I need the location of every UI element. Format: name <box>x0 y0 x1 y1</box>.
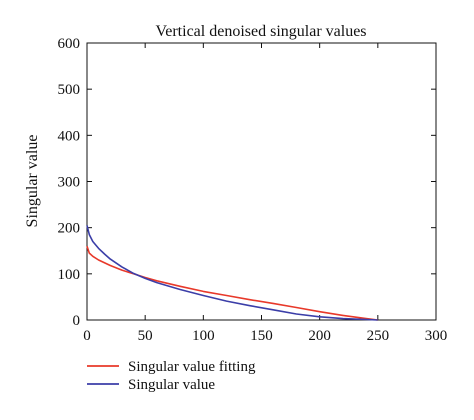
legend: Singular value fitting Singular value <box>87 359 256 393</box>
series-lines <box>86 225 378 321</box>
legend-label: Singular value fitting <box>128 359 256 375</box>
plot-area <box>86 42 437 321</box>
y-tick-label: 400 <box>58 128 81 144</box>
x-axis: 0 50 100 150 200 250 300 <box>83 43 447 344</box>
y-axis-label: Singular value <box>24 135 41 228</box>
y-tick-label: 500 <box>58 82 81 98</box>
x-tick-label: 150 <box>250 328 273 344</box>
y-axis: 0 100 200 300 400 500 600 <box>58 36 436 329</box>
x-tick-label: 200 <box>308 328 331 344</box>
legend-label: Singular value <box>128 377 215 393</box>
x-tick-label: 0 <box>83 328 91 344</box>
x-tick-label: 250 <box>367 328 390 344</box>
series-line-1 <box>86 225 378 321</box>
series-line-0 <box>86 245 378 321</box>
y-tick-label: 0 <box>73 313 81 329</box>
x-tick-label: 100 <box>192 328 215 344</box>
x-tick-label: 50 <box>138 328 153 344</box>
y-tick-label: 200 <box>58 221 81 237</box>
x-tick-label: 300 <box>425 328 448 344</box>
y-tick-label: 100 <box>58 267 81 283</box>
y-tick-label: 600 <box>58 36 81 52</box>
y-tick-label: 300 <box>58 175 81 191</box>
chart-title: Vertical denoised singular values <box>155 23 366 40</box>
